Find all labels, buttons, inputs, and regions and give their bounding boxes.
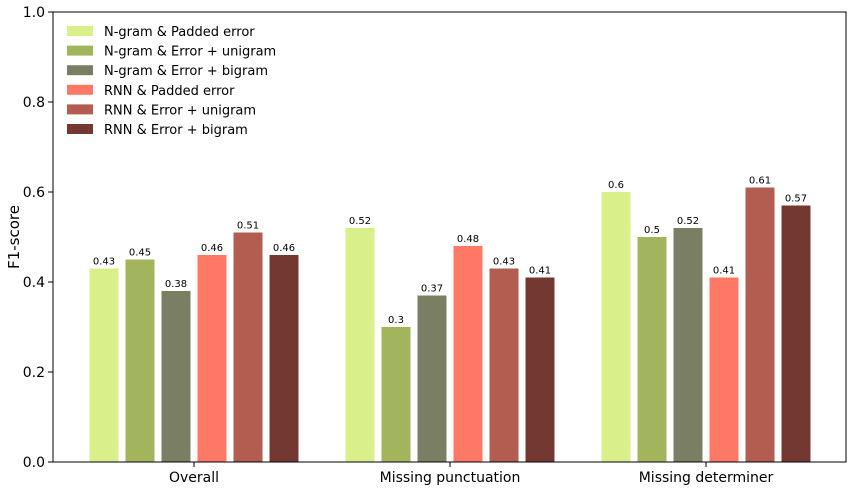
y-tick-label: 1.0 bbox=[23, 5, 45, 21]
bar-value-label: 0.37 bbox=[421, 284, 443, 295]
x-axis: Overall Missing punctuation Missing determ… bbox=[169, 462, 774, 486]
bar-value-label: 0.52 bbox=[677, 216, 699, 227]
legend-swatch bbox=[67, 65, 93, 76]
bar bbox=[781, 205, 811, 462]
x-tick-label: Missing punctuation bbox=[380, 470, 521, 486]
x-tick-label: Overall bbox=[169, 470, 219, 486]
bar bbox=[345, 228, 375, 462]
bar bbox=[417, 295, 447, 462]
legend-swatch bbox=[67, 26, 93, 36]
bar-value-label: 0.48 bbox=[457, 234, 479, 245]
bar bbox=[453, 246, 483, 462]
bar bbox=[673, 228, 703, 462]
bar bbox=[709, 277, 739, 462]
bar-value-label: 0.41 bbox=[713, 266, 735, 277]
legend-swatch bbox=[67, 124, 93, 134]
bar bbox=[89, 268, 119, 462]
bar bbox=[745, 187, 775, 462]
bar bbox=[637, 237, 667, 462]
bar bbox=[381, 327, 411, 462]
legend-label: RNN & Error + unigram bbox=[104, 103, 256, 118]
bar-value-label: 0.38 bbox=[165, 279, 187, 290]
bar-value-label: 0.51 bbox=[237, 221, 259, 232]
legend-label: N-gram & Padded error bbox=[104, 25, 255, 40]
legend-swatch bbox=[67, 104, 93, 115]
bar bbox=[197, 255, 227, 462]
bar-value-label: 0.43 bbox=[493, 257, 515, 268]
bar bbox=[269, 255, 299, 462]
bar-value-label: 0.6 bbox=[608, 180, 624, 191]
y-tick-label: 0.2 bbox=[23, 365, 45, 381]
y-axis: 0.0 0.2 0.4 0.6 0.8 1.0 bbox=[23, 5, 53, 471]
bar-value-label: 0.46 bbox=[273, 243, 295, 254]
bar bbox=[233, 232, 263, 462]
y-tick-label: 0.6 bbox=[23, 185, 45, 201]
y-tick-label: 0.4 bbox=[23, 275, 45, 291]
legend-label: RNN & Padded error bbox=[104, 84, 235, 99]
legend-swatch bbox=[67, 45, 93, 56]
bar-value-label: 0.5 bbox=[644, 225, 660, 236]
bar-value-label: 0.52 bbox=[349, 216, 371, 227]
legend: N-gram & Padded error N-gram & Error + un… bbox=[67, 25, 276, 138]
y-tick-label: 0.8 bbox=[23, 95, 45, 111]
bar-value-label: 0.46 bbox=[201, 243, 223, 254]
bar-value-label: 0.45 bbox=[129, 248, 151, 259]
bar bbox=[161, 291, 191, 462]
legend-label: N-gram & Error + bigram bbox=[104, 64, 268, 79]
legend-swatch bbox=[67, 84, 93, 95]
bar bbox=[601, 192, 631, 462]
bar-value-label: 0.61 bbox=[749, 176, 771, 187]
bar bbox=[489, 268, 519, 462]
bar bbox=[125, 259, 155, 462]
x-tick-label: Missing determiner bbox=[639, 470, 774, 486]
data-labels-layer: 0.43 0.52 0.6 0.45 0.3 0.5 0.38 0.37 0.52 0.46 0.4… bbox=[93, 176, 807, 327]
y-axis-label: F1-score bbox=[5, 205, 23, 269]
legend-label: RNN & Error + bigram bbox=[104, 123, 248, 138]
legend-label: N-gram & Error + unigram bbox=[104, 45, 276, 60]
bar-value-label: 0.3 bbox=[388, 315, 404, 326]
bar-value-label: 0.43 bbox=[93, 257, 115, 268]
bar-value-label: 0.41 bbox=[529, 266, 551, 277]
bar bbox=[525, 277, 555, 462]
bar-value-label: 0.57 bbox=[785, 194, 807, 205]
bars-layer bbox=[89, 187, 811, 462]
y-tick-label: 0.0 bbox=[23, 455, 45, 471]
